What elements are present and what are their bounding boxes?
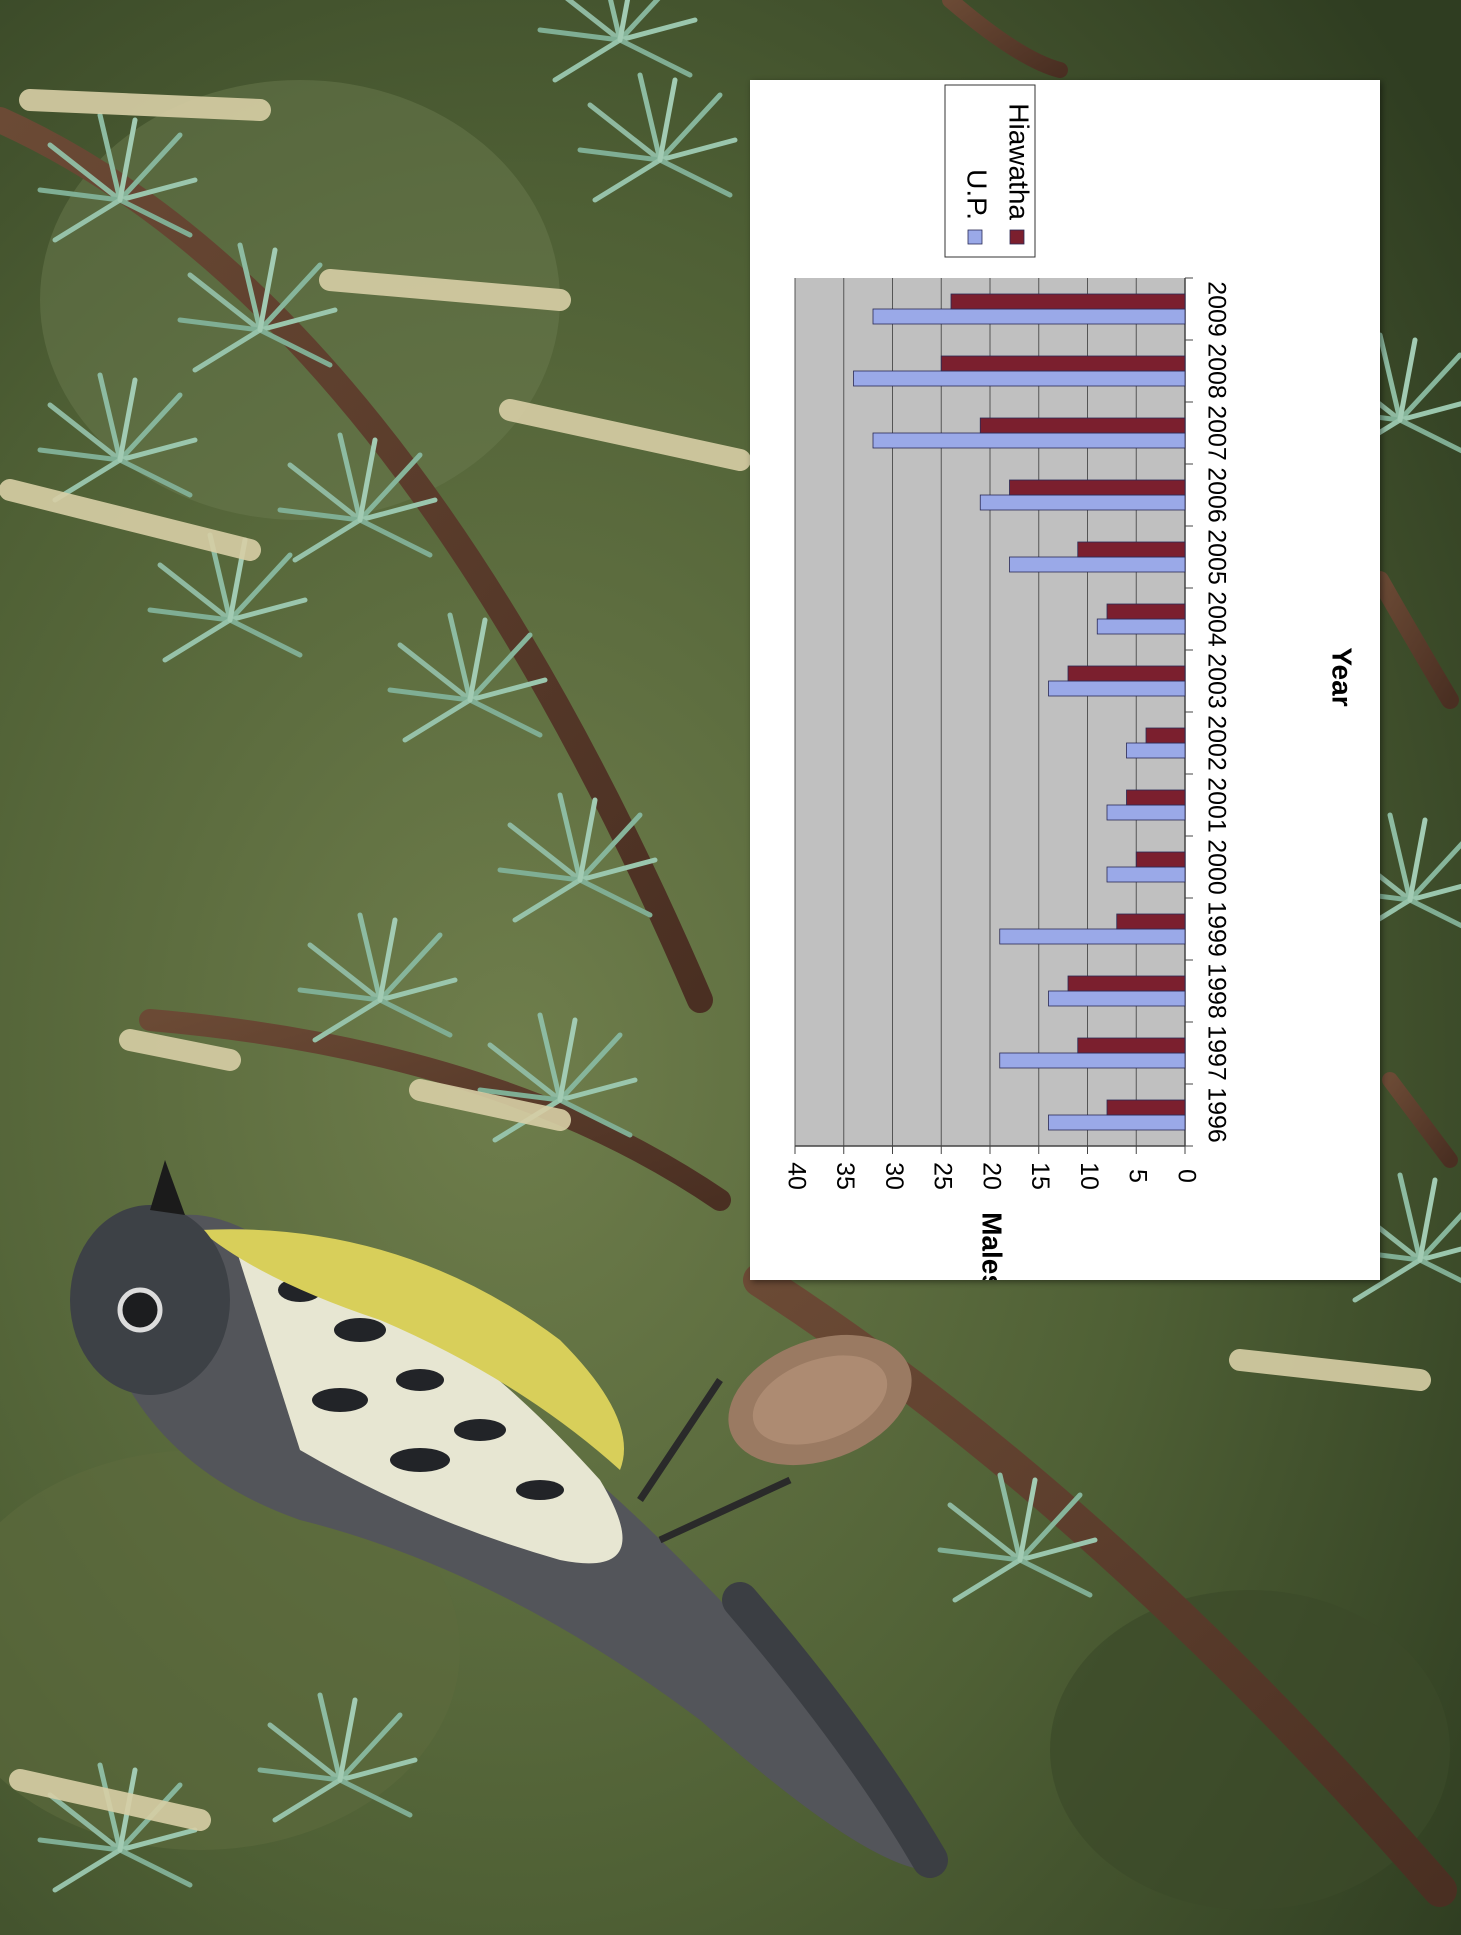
value-tick-label: 30 [880,1162,908,1190]
x-axis-title: Year [1327,647,1358,706]
bar-up-1997 [999,1052,1186,1069]
bar-hiawatha-2005 [1077,541,1186,558]
bar-hiawatha-2001 [1126,789,1186,806]
category-label-2008: 2008 [1202,343,1230,399]
bar-up-2004 [1096,618,1186,635]
bar-up-2003 [1048,680,1186,697]
bar-up-2000 [1106,866,1186,883]
bar-up-2008 [853,370,1186,387]
category-label-2007: 2007 [1202,405,1230,461]
category-label-2002: 2002 [1202,715,1230,771]
bar-hiawatha-2000 [1135,851,1186,868]
bar-up-2001 [1106,804,1186,821]
bar-up-2005 [1009,556,1186,573]
value-tick-label: 40 [782,1162,810,1190]
y-axis-title: Males [977,1212,1008,1280]
value-tick-label: 0 [1172,1169,1200,1183]
value-tick-label: 35 [831,1162,859,1190]
bar-hiawatha-2007 [979,417,1186,434]
bar-hiawatha-1998 [1067,975,1186,992]
value-tick-label: 25 [929,1162,957,1190]
category-label-1997: 1997 [1202,1025,1230,1081]
bar-up-1996 [1048,1114,1186,1131]
legend-swatch-hiawatha [1009,229,1025,245]
bar-hiawatha-2008 [940,355,1186,372]
bar-hiawatha-2009 [950,293,1186,310]
bar-hiawatha-1996 [1106,1099,1186,1116]
legend-box [944,84,1036,258]
bar-hiawatha-2003 [1067,665,1186,682]
bar-hiawatha-1997 [1077,1037,1186,1054]
category-label-2003: 2003 [1202,653,1230,709]
bar-hiawatha-2006 [1009,479,1186,496]
value-tick-label: 5 [1124,1169,1152,1183]
bar-chart: 0 5 10 15 20 25 30 35 40 1996 1997 1998 1999 2000 2001… [782,84,1358,1280]
bar-hiawatha-2002 [1145,727,1186,744]
legend-swatch-up [967,229,983,245]
bar-up-1999 [999,928,1186,945]
category-label-2000: 2000 [1202,839,1230,895]
legend-label-hiawatha: Hiawatha [1004,103,1035,220]
value-tick-label: 15 [1026,1162,1054,1190]
category-label-2006: 2006 [1202,467,1230,523]
bar-up-2006 [979,494,1186,511]
bar-up-1998 [1048,990,1186,1007]
bar-hiawatha-1999 [1116,913,1186,930]
category-label-2009: 2009 [1202,281,1230,337]
bar-up-2007 [872,432,1186,449]
bar-up-2009 [872,308,1186,325]
category-label-2004: 2004 [1202,591,1230,647]
category-label-1999: 1999 [1202,901,1230,957]
legend-label-up: U.P. [962,169,993,220]
category-label-1996: 1996 [1202,1087,1230,1143]
value-tick-label: 20 [977,1162,1005,1190]
chart-panel: 0 5 10 15 20 25 30 35 40 1996 1997 1998 1999 2000 2001… [750,80,1380,1280]
category-label-1998: 1998 [1202,963,1230,1019]
warbler-bird [70,1160,948,1878]
bar-up-2002 [1126,742,1186,759]
value-tick-label: 10 [1075,1162,1103,1190]
category-label-2005: 2005 [1202,529,1230,585]
bar-hiawatha-2004 [1106,603,1186,620]
category-label-2001: 2001 [1202,777,1230,833]
